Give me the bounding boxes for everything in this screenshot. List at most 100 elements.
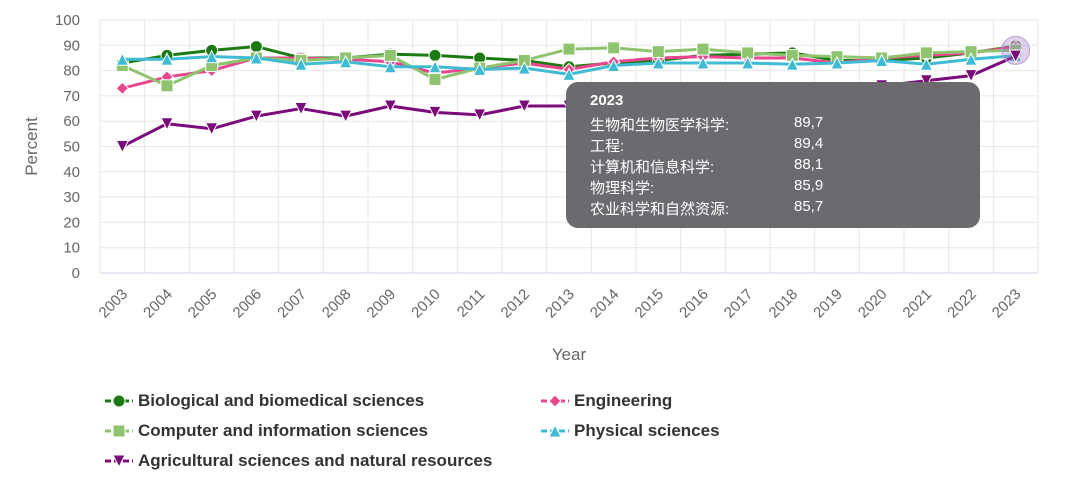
legend-swatch — [105, 454, 133, 469]
tooltip-label: 计算机和信息科学: — [590, 159, 715, 176]
data-point — [919, 46, 933, 60]
legend-marker — [112, 394, 126, 408]
x-tick-label: 2020 — [855, 286, 891, 322]
x-tick-label: 2010 — [408, 286, 444, 322]
x-tick-label: 2003 — [96, 286, 132, 322]
data-point — [607, 41, 621, 55]
tooltip-year: 2023 — [590, 92, 624, 109]
y-tick-label: 50 — [63, 139, 80, 156]
y-axis-title: Percent — [22, 117, 41, 176]
data-point — [160, 79, 174, 93]
tooltip-value: 88,1 — [794, 156, 824, 173]
data-point — [472, 108, 487, 122]
data-point — [562, 42, 576, 56]
x-tick-label: 2016 — [676, 286, 712, 322]
legend-swatch — [105, 394, 133, 408]
y-tick-label: 40 — [63, 164, 80, 181]
data-point — [294, 57, 308, 71]
legend-label: Engineering — [574, 391, 673, 410]
data-point — [696, 55, 710, 70]
data-point — [919, 57, 934, 71]
y-tick-label: 20 — [63, 214, 80, 231]
data-point — [606, 58, 621, 73]
data-point — [249, 50, 264, 65]
x-axis-title: Year — [552, 345, 587, 364]
data-point — [874, 53, 889, 67]
data-point — [517, 60, 532, 75]
data-point — [651, 55, 666, 70]
x-tick-label: 2009 — [364, 286, 400, 322]
legend-item[interactable]: Biological and biomedical sciences — [104, 388, 424, 414]
x-tick-label: 2022 — [944, 286, 980, 322]
tooltip-label: 物理科学: — [590, 180, 655, 197]
data-point — [249, 40, 263, 54]
x-tick-label: 2006 — [230, 286, 266, 322]
y-tick-label: 30 — [63, 189, 80, 206]
x-tick-label: 2023 — [989, 286, 1025, 322]
tooltip-value: 85,7 — [794, 198, 824, 215]
y-tick-label: 80 — [63, 63, 80, 80]
x-tick-label: 2007 — [274, 286, 310, 322]
legend-item[interactable]: Engineering — [540, 388, 672, 414]
y-tick-label: 0 — [72, 265, 80, 282]
x-tick-label: 2014 — [587, 286, 623, 322]
legend-label: Biological and biomedical sciences — [138, 391, 425, 410]
data-point — [964, 69, 978, 83]
tooltip-row: 农业科学和自然资源: 85,7 — [590, 198, 823, 219]
data-point — [115, 52, 130, 66]
data-point — [249, 109, 264, 124]
data-point — [785, 57, 800, 71]
tooltip-row: 工程: 89,4 — [590, 135, 823, 156]
legend-item[interactable]: Agricultural sciences and natural resour… — [104, 448, 492, 474]
legend-marker — [112, 454, 126, 469]
data-point — [383, 48, 397, 62]
hover-point — [1008, 49, 1023, 64]
data-point — [740, 55, 755, 70]
data-point — [160, 117, 174, 131]
data-point — [338, 54, 353, 69]
data-point — [919, 74, 934, 88]
legend-swatch — [541, 394, 569, 408]
x-tick-label: 2012 — [498, 286, 534, 322]
data-point — [383, 59, 398, 74]
data-point — [428, 72, 442, 86]
data-point — [428, 105, 442, 120]
legend-label: Agricultural sciences and natural resour… — [138, 451, 493, 470]
y-tick-label: 90 — [63, 37, 80, 54]
tooltip-row: 生物和生物医学科学: 89,7 — [590, 114, 823, 135]
x-tick-label: 2021 — [900, 286, 936, 322]
x-tick-label: 2004 — [140, 286, 176, 322]
legend-swatch — [105, 424, 133, 438]
legend-item[interactable]: Computer and information sciences — [104, 418, 428, 444]
data-point — [651, 45, 665, 59]
data-point — [204, 49, 219, 64]
data-point — [204, 122, 219, 136]
x-tick-label: 2013 — [542, 286, 578, 322]
legend-marker — [548, 394, 562, 408]
x-tick-label: 2005 — [185, 286, 221, 322]
y-tick-label: 100 — [55, 12, 80, 29]
y-tick-label: 60 — [63, 113, 80, 130]
x-tick-label: 2019 — [810, 286, 846, 322]
data-point — [428, 48, 442, 62]
data-point — [428, 59, 442, 74]
x-tick-label: 2008 — [319, 286, 355, 322]
tooltip-value: 89,4 — [794, 135, 824, 152]
data-point — [517, 99, 532, 114]
data-point — [294, 102, 308, 116]
tooltip-value: 85,9 — [794, 177, 824, 194]
y-tick-label: 10 — [63, 240, 80, 257]
data-point — [115, 140, 130, 154]
data-point — [562, 67, 576, 81]
legend-label: Physical sciences — [574, 421, 720, 440]
tooltip-label: 生物和生物医学科学: — [590, 117, 730, 134]
tooltip-label: 农业科学和自然资源: — [590, 201, 730, 218]
legend-item[interactable]: Physical sciences — [540, 418, 720, 444]
data-point — [115, 81, 130, 96]
y-tick-label: 70 — [63, 88, 80, 105]
tooltip-row: 物理科学: 85,9 — [590, 177, 823, 198]
x-tick-label: 2018 — [766, 286, 802, 322]
legend-swatch — [541, 423, 569, 438]
data-point — [160, 52, 174, 66]
